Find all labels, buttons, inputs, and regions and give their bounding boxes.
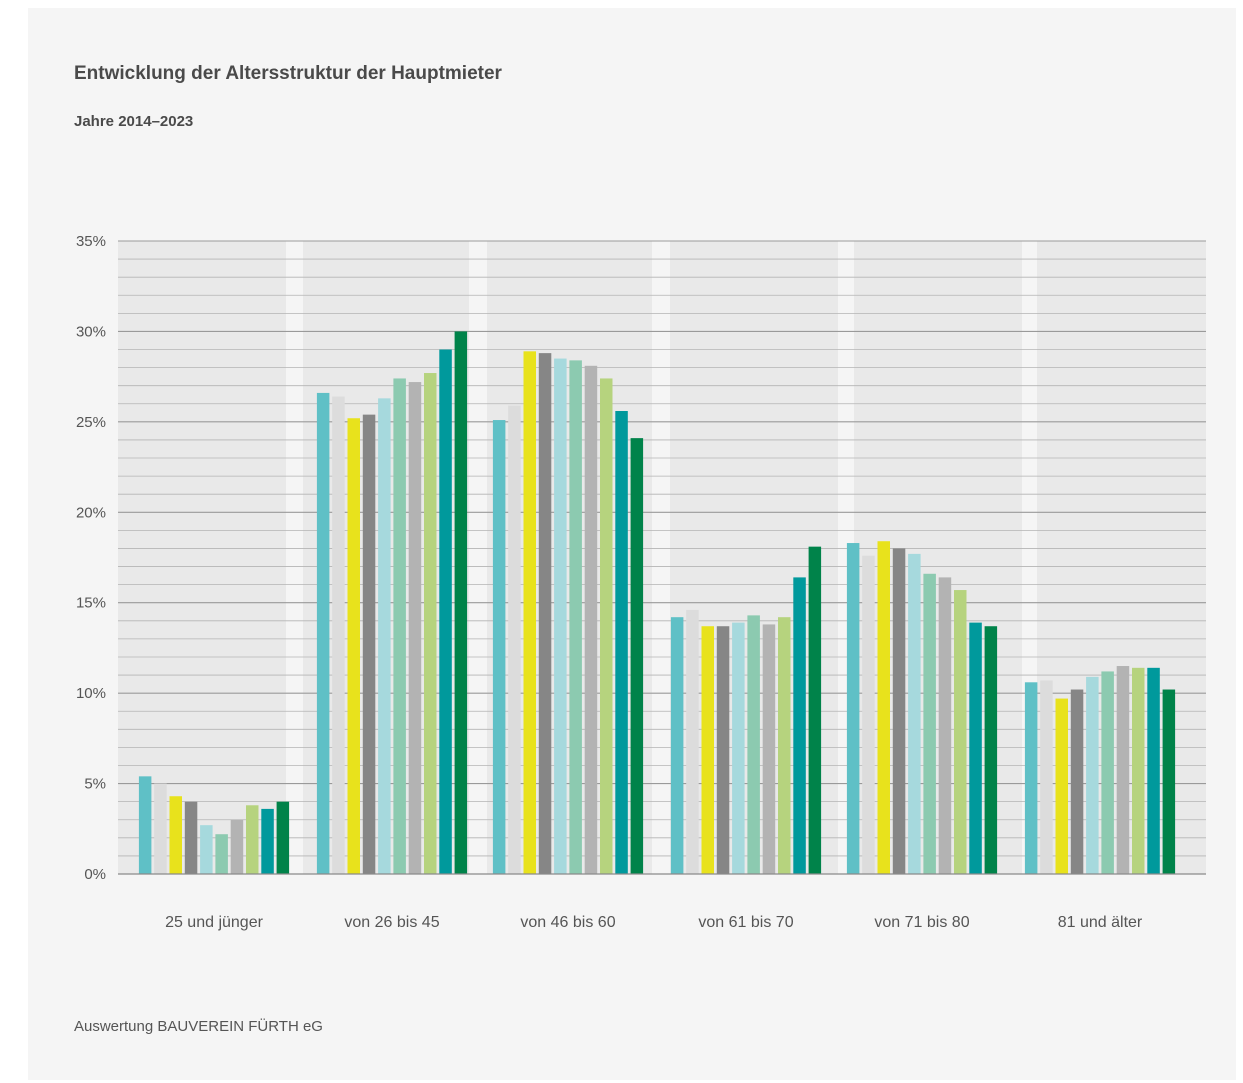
bar (938, 577, 952, 874)
bar (969, 622, 982, 874)
bar (877, 541, 890, 874)
bar (538, 353, 552, 874)
bar (184, 801, 198, 874)
bar (215, 834, 228, 874)
chart-title: Entwicklung der Altersstruktur der Haupt… (74, 63, 502, 84)
y-tick-label: 30% (76, 323, 106, 340)
x-tick-label: 81 und älter (1058, 914, 1143, 931)
bar (984, 626, 998, 874)
source-note: Auswertung BAUVEREIN FÜRTH eG (74, 1018, 323, 1035)
chart-card: Entwicklung der Altersstruktur der Haupt… (28, 8, 1236, 1080)
bar (892, 548, 906, 874)
bar (954, 590, 967, 874)
bar (138, 776, 152, 874)
bar (276, 801, 290, 874)
y-tick-label: 20% (76, 504, 106, 521)
bar (1024, 682, 1038, 874)
bar (1055, 698, 1068, 874)
bar (492, 420, 506, 874)
bar (732, 622, 745, 874)
bar (154, 783, 167, 874)
bar (246, 805, 259, 874)
bar-chart: 0% 5% 10% 15% 20% 25% 30% 35% 25 und jünger von 2… (76, 233, 1206, 931)
bar (316, 392, 330, 874)
bar (686, 609, 699, 874)
bar (600, 378, 613, 874)
bar (615, 411, 628, 874)
bar (670, 617, 684, 874)
y-tick-label: 0% (84, 866, 106, 883)
bar (378, 398, 391, 874)
bar (200, 825, 213, 874)
bar (778, 617, 791, 874)
bar (808, 546, 822, 874)
bar (424, 373, 437, 874)
bar (554, 358, 567, 874)
y-tick-label: 15% (76, 595, 106, 612)
y-tick-label: 10% (76, 685, 106, 702)
bar (701, 626, 714, 874)
bar (1086, 676, 1099, 874)
y-tick-label: 25% (76, 414, 106, 431)
x-tick-label: 25 und jünger (165, 914, 264, 931)
bar (716, 626, 730, 874)
bar (408, 382, 422, 874)
chart-subtitle: Jahre 2014–2023 (74, 113, 194, 130)
bar (1116, 666, 1130, 874)
bar (747, 615, 760, 874)
bar (630, 438, 644, 874)
bar (1101, 671, 1114, 874)
bar (230, 819, 244, 874)
bar (508, 405, 521, 874)
bar (362, 414, 376, 874)
bar (1070, 689, 1084, 874)
bar (169, 796, 182, 874)
x-tick-label: von 46 bis 60 (520, 914, 615, 931)
bar (862, 555, 875, 874)
bar (762, 624, 776, 874)
bar (569, 360, 582, 874)
bar (1162, 689, 1176, 874)
bar (793, 577, 806, 874)
bar (523, 351, 536, 874)
bar (923, 573, 936, 874)
bar (393, 378, 406, 874)
bar (332, 396, 345, 874)
x-tick-label: von 26 bis 45 (344, 914, 439, 931)
bar (1040, 680, 1053, 874)
bar (846, 543, 860, 874)
bar (1147, 667, 1160, 874)
bar (347, 418, 360, 874)
bar (261, 808, 274, 874)
y-tick-label: 5% (84, 776, 106, 793)
bar (454, 331, 468, 874)
category-band (118, 241, 286, 874)
bar (584, 365, 598, 874)
bar (908, 553, 921, 874)
x-tick-label: von 71 bis 80 (874, 914, 969, 931)
bar (439, 349, 452, 874)
y-tick-label: 35% (76, 233, 106, 250)
bar (1132, 667, 1145, 874)
x-tick-label: von 61 bis 70 (698, 914, 793, 931)
